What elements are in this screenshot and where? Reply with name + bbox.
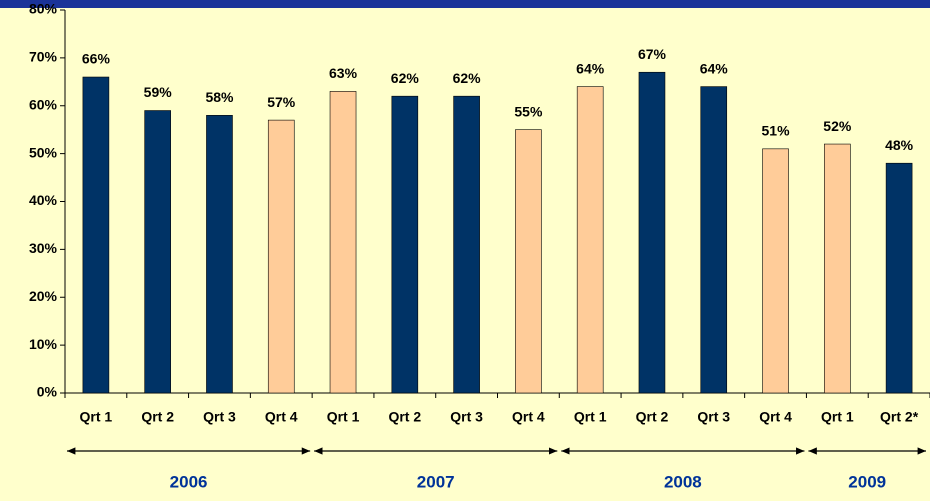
x-tick-label: Qrt 3: [203, 409, 236, 425]
bar: [267, 119, 295, 394]
y-tick-label: 30%: [29, 240, 58, 256]
y-tick-label: 80%: [29, 1, 58, 17]
x-tick-label: Qrt 1: [574, 409, 607, 425]
value-label: 66%: [82, 51, 111, 67]
bar: [391, 95, 419, 394]
bar: [824, 143, 851, 394]
value-label: 62%: [391, 70, 420, 86]
group-label: 2007: [417, 472, 455, 491]
y-tick-label: 10%: [29, 336, 58, 352]
bar: [762, 148, 789, 394]
value-label: 67%: [638, 46, 667, 62]
y-tick-label: 40%: [29, 192, 58, 208]
y-tick-label: 60%: [29, 96, 58, 112]
x-tick-label: Qrt 1: [821, 409, 854, 425]
bar: [700, 86, 728, 394]
value-label: 62%: [453, 70, 482, 86]
y-tick-label: 50%: [29, 144, 58, 160]
bar: [329, 91, 357, 394]
y-tick-label: 20%: [29, 288, 58, 304]
bar: [82, 76, 110, 394]
bar: [144, 110, 171, 394]
value-label: 58%: [205, 89, 234, 105]
value-label: 51%: [762, 123, 791, 139]
value-label: 64%: [700, 60, 729, 76]
value-label: 63%: [329, 65, 358, 81]
value-label: 59%: [144, 84, 173, 100]
value-label: 48%: [885, 137, 914, 153]
x-tick-label: Qrt 2: [388, 409, 421, 425]
value-label: 55%: [514, 103, 543, 119]
group-label: 2009: [848, 472, 886, 491]
x-tick-label: Qrt 2: [141, 409, 174, 425]
x-tick-label: Qrt 1: [327, 409, 360, 425]
value-label: 64%: [576, 60, 605, 76]
bar: [576, 86, 604, 394]
y-tick-label: 0%: [37, 384, 58, 400]
value-label: 57%: [267, 94, 296, 110]
x-tick-label: Qrt 4: [512, 409, 545, 425]
bar: [206, 115, 233, 394]
y-tick-label: 70%: [29, 49, 58, 65]
x-tick-label: Qrt 2: [636, 409, 669, 425]
bar: [885, 162, 913, 394]
bar: [515, 129, 542, 394]
bar: [638, 71, 666, 394]
x-tick-label: Qrt 3: [450, 409, 483, 425]
x-tick-label: Qrt 1: [80, 409, 113, 425]
top-band: [0, 0, 930, 8]
x-tick-label: Qrt 4: [265, 409, 298, 425]
group-label: 2006: [170, 472, 208, 491]
x-tick-label: Qrt 2*: [880, 409, 919, 425]
x-tick-label: Qrt 3: [697, 409, 730, 425]
value-label: 52%: [823, 118, 852, 134]
x-tick-label: Qrt 4: [759, 409, 792, 425]
group-label: 2008: [664, 472, 702, 491]
bar: [453, 95, 480, 394]
